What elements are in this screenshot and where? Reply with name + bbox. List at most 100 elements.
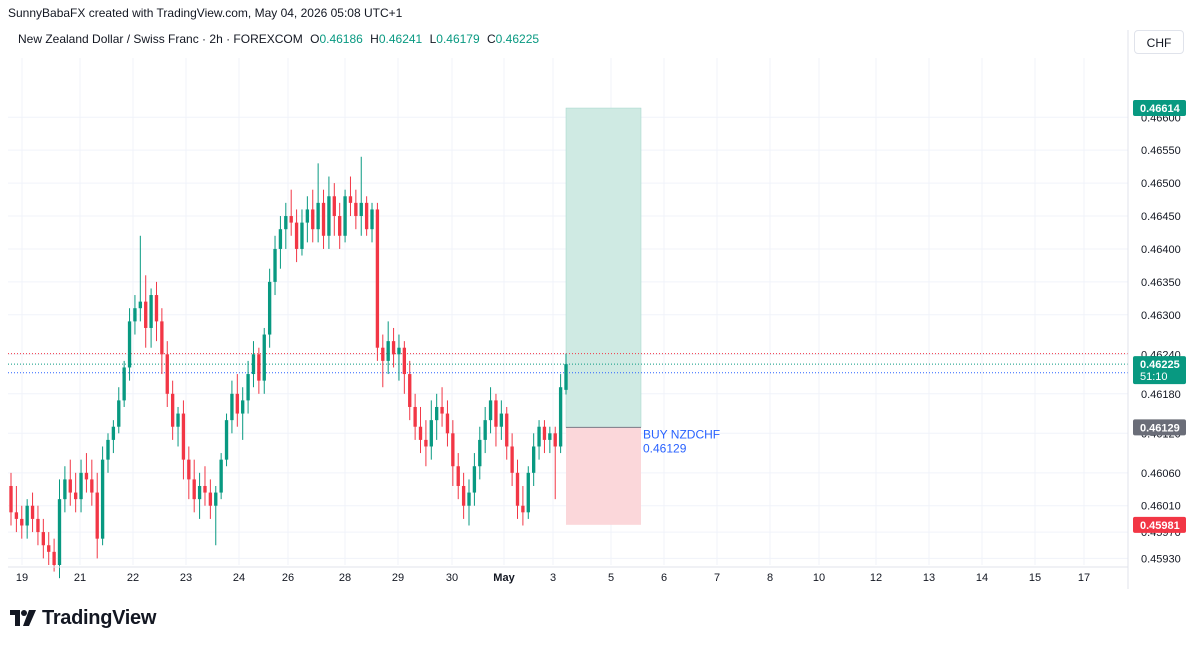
candle[interactable] [63, 466, 67, 513]
candle[interactable] [278, 216, 283, 269]
candle[interactable] [327, 176, 331, 249]
candle[interactable] [267, 268, 272, 348]
currency-button[interactable]: CHF [1134, 30, 1184, 54]
candle[interactable] [418, 406, 423, 454]
candle[interactable] [316, 163, 320, 243]
candle[interactable] [440, 387, 444, 427]
candle[interactable] [494, 393, 498, 447]
candle[interactable] [73, 472, 78, 513]
candle[interactable] [235, 374, 239, 427]
candle[interactable] [241, 387, 245, 440]
candle[interactable] [391, 327, 396, 368]
candle[interactable] [208, 479, 213, 519]
candle[interactable] [106, 433, 110, 473]
candle[interactable] [429, 400, 433, 460]
candle[interactable] [219, 453, 223, 500]
candles[interactable] [9, 156, 568, 579]
candle[interactable] [230, 380, 234, 434]
symbol-legend[interactable]: New Zealand Dollar / Swiss Franc · 2h · … [18, 32, 539, 46]
candle[interactable] [451, 420, 455, 486]
candle[interactable] [111, 420, 116, 454]
candle[interactable] [483, 406, 487, 454]
candle[interactable] [499, 400, 504, 440]
candle[interactable] [203, 466, 207, 506]
candle[interactable] [273, 235, 277, 296]
candle[interactable] [553, 426, 557, 500]
candle[interactable] [505, 406, 509, 460]
candle[interactable] [170, 380, 175, 440]
candle[interactable] [52, 538, 56, 572]
candle[interactable] [564, 353, 568, 395]
candle[interactable] [456, 453, 460, 500]
candle[interactable] [478, 426, 482, 480]
candle[interactable] [144, 275, 148, 348]
candle[interactable] [338, 202, 342, 249]
candle[interactable] [375, 202, 380, 361]
loss-zone[interactable] [566, 427, 641, 525]
candle[interactable] [445, 400, 450, 447]
candle[interactable] [14, 485, 19, 533]
candle[interactable] [30, 492, 35, 533]
candle[interactable] [472, 453, 477, 506]
candle[interactable] [332, 183, 336, 236]
candle[interactable] [165, 341, 169, 407]
candle[interactable] [381, 334, 385, 388]
candle[interactable] [294, 209, 299, 263]
candle[interactable] [531, 433, 536, 486]
candle[interactable] [95, 472, 99, 559]
candle[interactable] [57, 479, 62, 579]
candle[interactable] [100, 446, 105, 546]
candle[interactable] [47, 532, 51, 565]
candle[interactable] [397, 334, 401, 381]
candle[interactable] [364, 196, 369, 236]
candle[interactable] [187, 446, 191, 500]
candle[interactable] [289, 189, 293, 236]
candle[interactable] [257, 347, 261, 394]
candle[interactable] [149, 288, 153, 348]
candle[interactable] [122, 360, 126, 407]
candle[interactable] [9, 472, 13, 526]
candle[interactable] [251, 341, 256, 388]
candle[interactable] [311, 189, 315, 243]
candle[interactable] [300, 209, 304, 256]
candle[interactable] [467, 479, 471, 526]
candle[interactable] [197, 472, 202, 519]
candle[interactable] [424, 420, 428, 467]
candle[interactable] [262, 327, 266, 394]
candle[interactable] [542, 420, 547, 454]
candle[interactable] [36, 505, 40, 546]
candle[interactable] [133, 295, 137, 335]
candle[interactable] [510, 433, 514, 486]
candle[interactable] [402, 341, 407, 394]
candle[interactable] [526, 466, 530, 519]
candle[interactable] [160, 308, 164, 375]
candle[interactable] [558, 374, 563, 454]
candle[interactable] [461, 472, 466, 519]
candle[interactable] [386, 321, 390, 375]
candle[interactable] [154, 281, 159, 342]
candle[interactable] [138, 235, 142, 322]
candle[interactable] [90, 459, 94, 506]
candle[interactable] [41, 518, 46, 559]
candle[interactable] [181, 400, 186, 480]
candle[interactable] [117, 387, 121, 434]
candle[interactable] [68, 459, 72, 506]
candle[interactable] [305, 196, 310, 243]
candle[interactable] [192, 459, 196, 513]
candle[interactable] [521, 485, 525, 526]
candle[interactable] [127, 308, 132, 381]
candle[interactable] [413, 393, 417, 440]
candle[interactable] [435, 393, 439, 440]
tradingview-logo[interactable]: TradingView [10, 606, 156, 630]
candle[interactable] [370, 202, 374, 243]
profit-zone[interactable] [565, 107, 642, 428]
candle[interactable] [359, 156, 363, 236]
candle[interactable] [348, 176, 353, 217]
candle[interactable] [548, 426, 552, 454]
candle[interactable] [25, 499, 29, 539]
candle[interactable] [488, 387, 493, 434]
candle[interactable] [79, 459, 83, 513]
candle[interactable] [20, 505, 24, 539]
